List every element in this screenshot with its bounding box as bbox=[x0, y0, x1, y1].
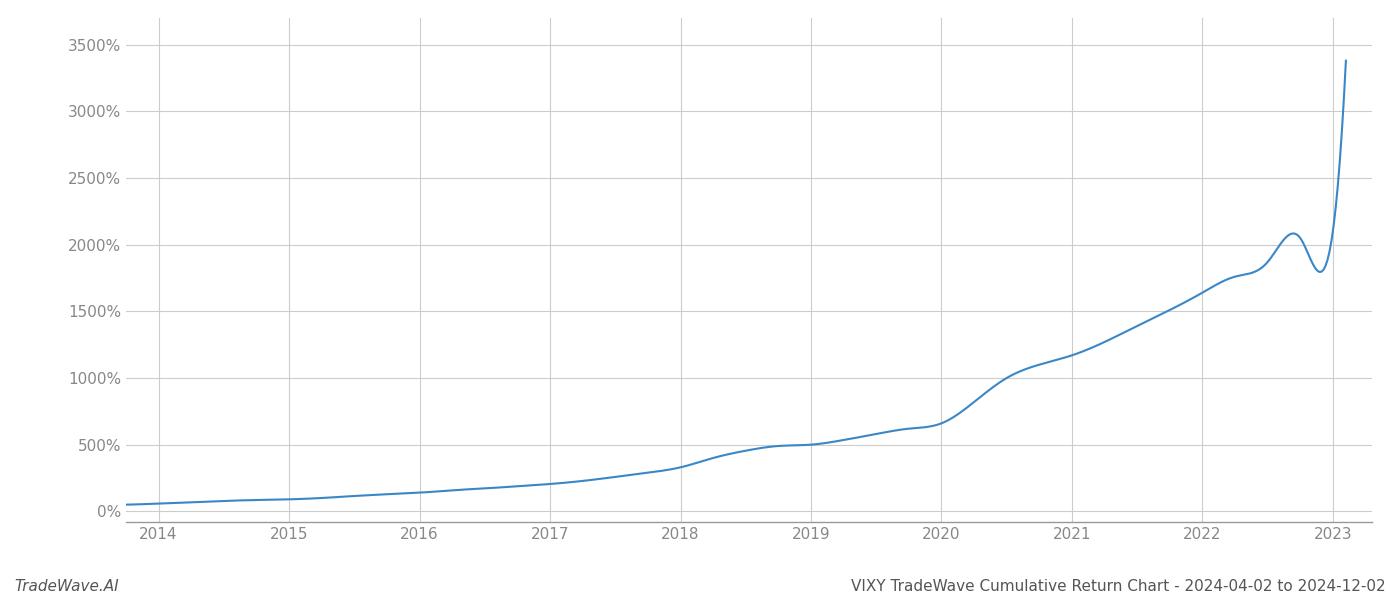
Text: TradeWave.AI: TradeWave.AI bbox=[14, 579, 119, 594]
Text: VIXY TradeWave Cumulative Return Chart - 2024-04-02 to 2024-12-02: VIXY TradeWave Cumulative Return Chart -… bbox=[851, 579, 1386, 594]
